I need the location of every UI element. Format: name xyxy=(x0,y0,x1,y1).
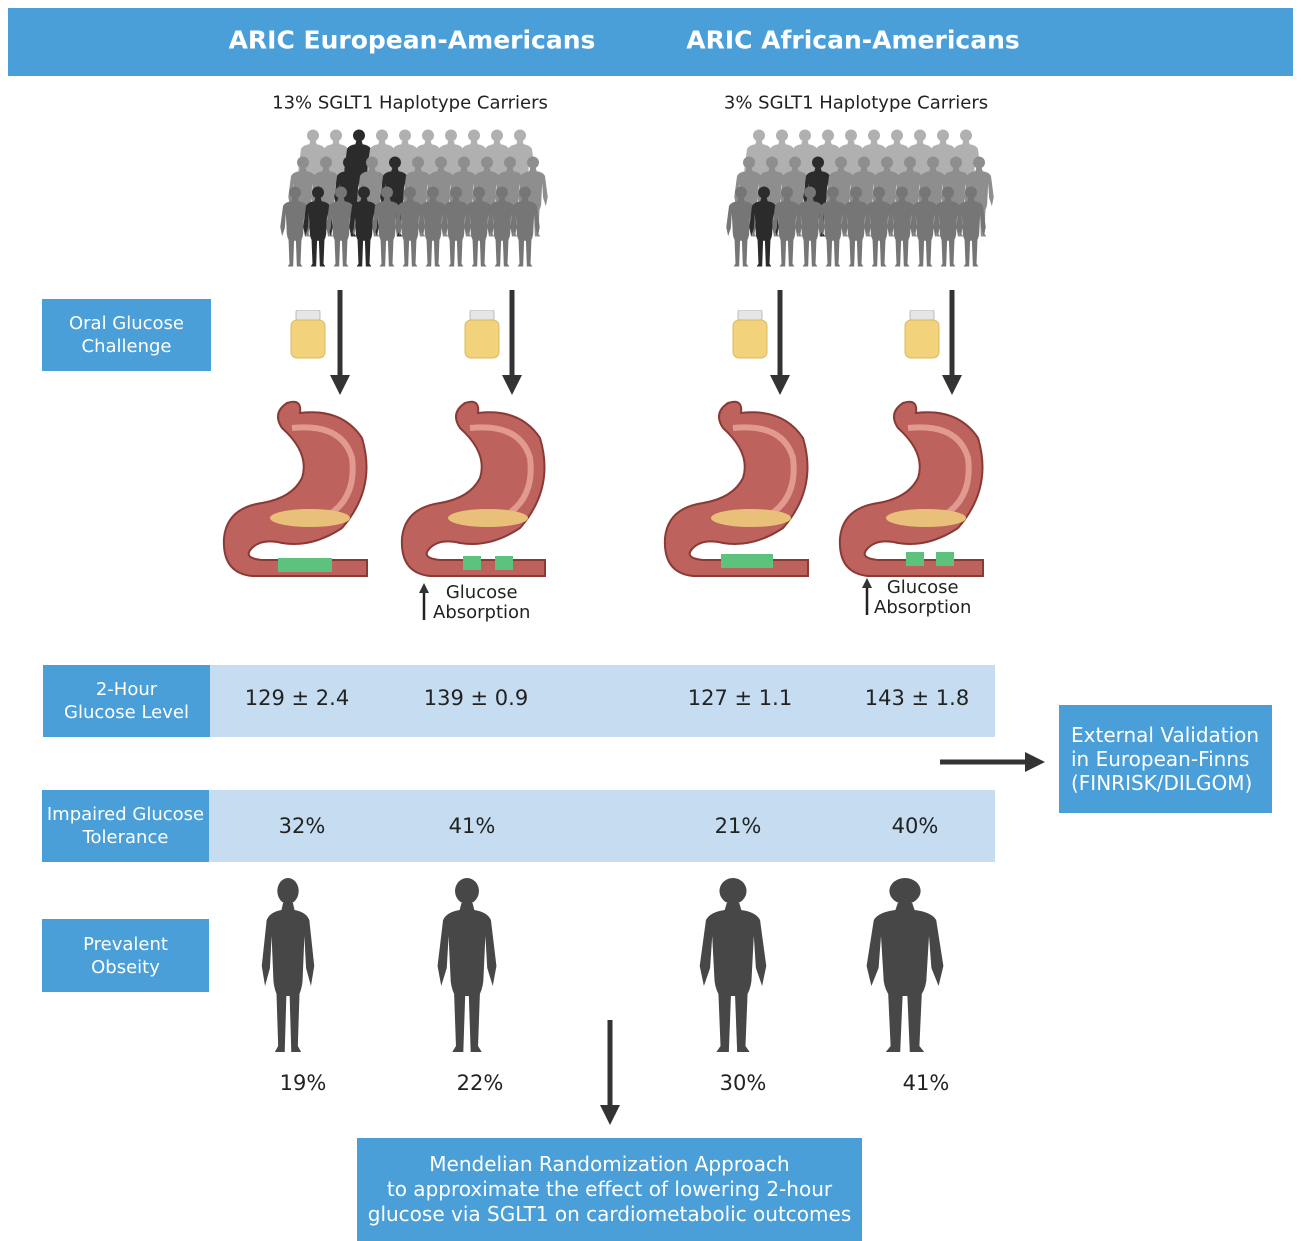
obesity-value: 22% xyxy=(456,1071,504,1095)
label-line: Mendelian Randomization Approach xyxy=(429,1152,790,1176)
arrows xyxy=(330,290,1045,1125)
label-line: Oral Glucose xyxy=(68,313,185,334)
label-line: Glucose Level xyxy=(64,702,189,723)
stomach xyxy=(665,402,808,576)
carrier-label: 3% SGLT1 Haplotype Carriers xyxy=(723,92,989,114)
glucose-jar xyxy=(290,310,326,359)
label-line: External Validation xyxy=(1071,723,1260,747)
label-line: 2-Hour xyxy=(95,679,158,700)
transporter xyxy=(463,556,481,570)
transporters xyxy=(278,552,954,572)
glucose-value: 129 ± 2.4 xyxy=(244,686,350,710)
body-silhouettes xyxy=(261,878,944,1052)
absorption-label: Glucose Absorption xyxy=(874,578,971,618)
label-line: Tolerance xyxy=(82,827,169,848)
crowds xyxy=(280,129,994,267)
row-label: Impaired Glucose Tolerance xyxy=(42,790,209,862)
glucose-value: 127 ± 1.1 xyxy=(687,686,793,710)
label-line: Absorption xyxy=(874,597,972,618)
label-line: Challenge xyxy=(81,336,172,357)
body-figure xyxy=(437,878,497,1052)
glucose-value: 139 ± 0.9 xyxy=(423,686,529,710)
transporter xyxy=(495,556,513,570)
validation-box: External Validation in European-Finns (F… xyxy=(1059,705,1272,813)
transporter xyxy=(906,552,924,566)
transporter xyxy=(278,558,332,572)
body-figure xyxy=(866,878,944,1052)
impaired-value: 21% xyxy=(714,814,762,838)
label-line: Impaired Glucose xyxy=(46,804,205,825)
label-line: Prevalent xyxy=(83,933,168,955)
conclusion-box: Mendelian Randomization Approach to appr… xyxy=(357,1138,862,1241)
obesity-value: 30% xyxy=(719,1071,767,1095)
label-line: Glucose xyxy=(445,582,518,603)
glucose-value: 143 ± 1.8 xyxy=(864,686,970,710)
glucose-jar xyxy=(904,310,940,359)
obesity-value: 41% xyxy=(902,1071,950,1095)
header-bar xyxy=(8,8,1293,76)
glucose-jar xyxy=(464,310,500,359)
row-label: Oral Glucose Challenge xyxy=(42,299,211,371)
stomach xyxy=(402,402,545,576)
group-title: ARIC African-Americans xyxy=(686,25,1020,55)
group-title: ARIC European-Americans xyxy=(228,25,596,55)
label-line: to approximate the effect of lowering 2-… xyxy=(386,1177,833,1201)
glucose-jar xyxy=(732,310,768,359)
label-line: (FINRISK/DILGOM) xyxy=(1071,771,1253,795)
transporter xyxy=(936,552,954,566)
label-line: Glucose xyxy=(886,577,959,598)
label-line: in European-Finns xyxy=(1071,747,1250,771)
body-figure xyxy=(261,878,315,1052)
obesity-value: 19% xyxy=(279,1071,327,1095)
absorption-label: Glucose Absorption xyxy=(433,583,530,623)
stomach xyxy=(224,402,367,576)
impaired-value: 40% xyxy=(891,814,939,838)
stomach xyxy=(840,402,983,576)
body-figure xyxy=(699,878,767,1052)
impaired-value: 41% xyxy=(448,814,496,838)
up-arrows xyxy=(419,578,872,620)
label-line: Obseity xyxy=(91,956,160,978)
impaired-value: 32% xyxy=(278,814,326,838)
label-line: Absorption xyxy=(433,602,531,623)
row-label: 2-Hour Glucose Level xyxy=(43,665,210,737)
transporter xyxy=(721,554,773,568)
label-line: glucose via SGLT1 on cardiometabolic out… xyxy=(367,1202,852,1226)
row-label: Prevalent Obseity xyxy=(42,919,209,992)
carrier-label: 13% SGLT1 Haplotype Carriers xyxy=(272,92,548,114)
